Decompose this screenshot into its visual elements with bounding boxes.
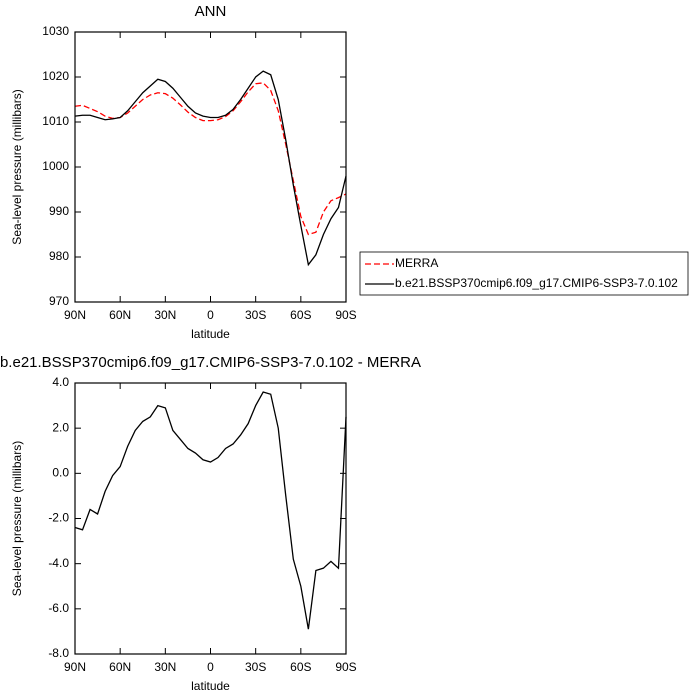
x-tick-label: 60N (109, 308, 131, 322)
y-tick-label: 2.0 (52, 420, 69, 434)
legend-label: b.e21.BSSP370cmip6.f09_g17.CMIP6-SSP3-7.… (395, 276, 678, 290)
data-line (74, 70, 347, 267)
y-tick-label: 970 (49, 294, 69, 308)
chart-title: b.e21.BSSP370cmip6.f09_g17.CMIP6-SSP3-7.… (0, 354, 421, 371)
y-tick-label: 1020 (42, 69, 69, 83)
plot-frame (74, 31, 347, 303)
x-tick-label: 90N (64, 660, 86, 674)
x-tick-label: 30S (245, 308, 266, 322)
plot-frame (74, 382, 347, 655)
x-tick-label: 90N (64, 308, 86, 322)
x-axis-label: latitude (191, 327, 230, 341)
x-tick-label: 30S (245, 660, 266, 674)
y-tick-label: -4.0 (48, 556, 69, 570)
y-tick-label: 0.0 (52, 466, 69, 480)
x-tick-label: 90S (335, 660, 356, 674)
y-tick-label: 990 (49, 204, 69, 218)
y-tick-label: 1030 (42, 24, 69, 38)
y-tick-label: -2.0 (48, 511, 69, 525)
legend-box (359, 251, 689, 296)
x-axis-label: latitude (191, 679, 230, 693)
x-tick-label: 90S (335, 308, 356, 322)
y-tick-label: 4.0 (52, 375, 69, 389)
y-tick-label: 1000 (42, 159, 69, 173)
y-tick-label: 980 (49, 249, 69, 263)
legend-label: MERRA (395, 256, 438, 270)
x-tick-label: 30N (154, 660, 176, 674)
chart-title: ANN (195, 3, 227, 20)
y-tick-label: 1010 (42, 114, 69, 128)
x-tick-label: 60S (290, 308, 311, 322)
x-tick-label: 0 (207, 660, 214, 674)
x-tick-label: 60N (109, 660, 131, 674)
y-axis-label: Sea-level pressure (millibars) (10, 89, 24, 244)
y-axis-label: Sea-level pressure (millibars) (10, 441, 24, 596)
x-tick-label: 30N (154, 308, 176, 322)
x-tick-label: 0 (207, 308, 214, 322)
data-line (74, 82, 347, 236)
x-tick-label: 60S (290, 660, 311, 674)
data-line (74, 391, 347, 630)
y-tick-label: -8.0 (48, 646, 69, 660)
y-tick-label: -6.0 (48, 601, 69, 615)
